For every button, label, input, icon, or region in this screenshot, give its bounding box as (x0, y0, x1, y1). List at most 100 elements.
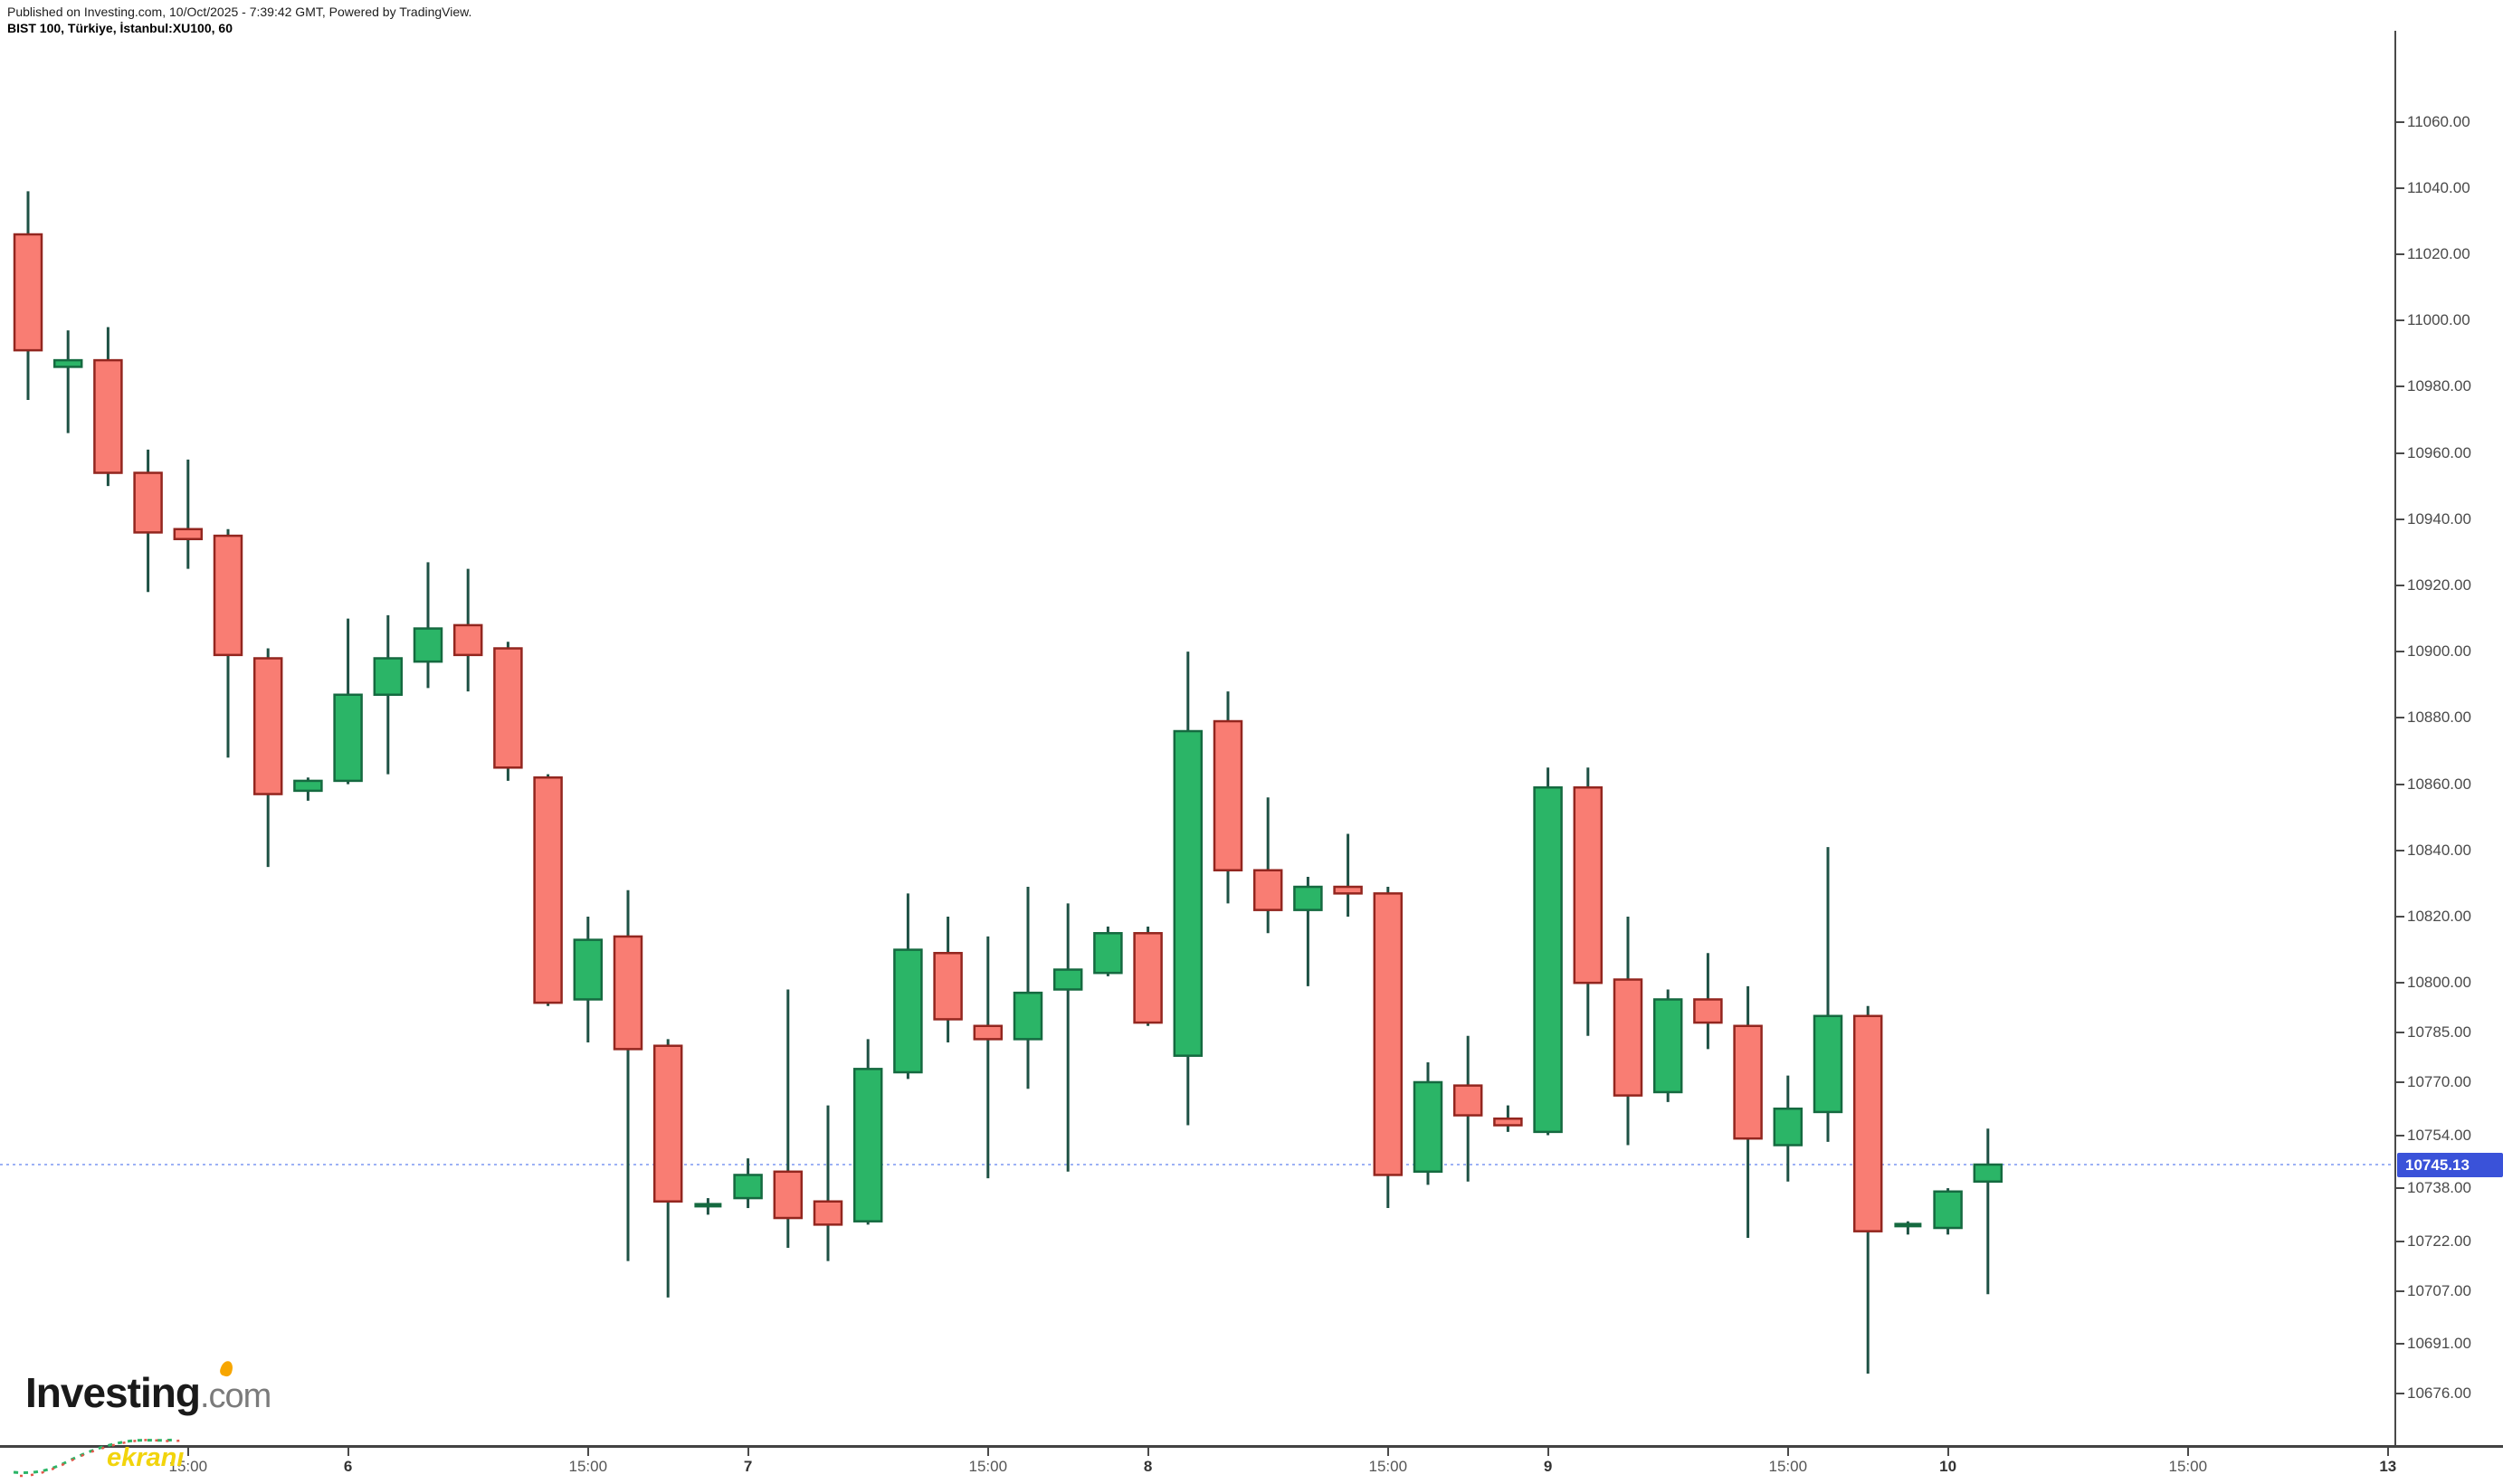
candle-down (1852, 1005, 1883, 1375)
price-tick (2396, 1393, 2404, 1395)
watermark: ekranı (9, 1434, 244, 1484)
price-tick (2396, 1134, 2404, 1137)
logo-tld: .com (199, 1377, 271, 1415)
price-tick-label: 10800.00 (2407, 974, 2471, 992)
candle-up (1173, 652, 1204, 1126)
candle-down (1213, 691, 1243, 904)
candle-down (1693, 953, 1723, 1050)
price-tick (2396, 1289, 2404, 1292)
price-tick-label: 11060.00 (2407, 112, 2470, 130)
time-hour-label: 15:00 (568, 1458, 608, 1475)
price-tick (2396, 915, 2404, 918)
price-tick-label: 10691.00 (2407, 1335, 2471, 1353)
price-tick (2396, 186, 2404, 189)
logo-wordmark: Investing (25, 1369, 201, 1416)
time-tick (2386, 1448, 2389, 1456)
candle-up (1533, 767, 1563, 1136)
candle-down (133, 449, 163, 593)
candle-up (1293, 877, 1323, 986)
candle-down (1493, 1105, 1523, 1132)
time-tick (1386, 1448, 1389, 1456)
candle-up (573, 916, 604, 1043)
price-tick-label: 10900.00 (2407, 642, 2471, 661)
price-tick (2396, 452, 2404, 454)
price-tick-label: 10860.00 (2407, 775, 2471, 793)
candle-up (1052, 903, 1083, 1172)
price-tick-label: 10840.00 (2407, 841, 2471, 859)
candle-down (1133, 926, 1163, 1026)
candle-down (213, 528, 243, 758)
candle-down (1573, 767, 1604, 1036)
time-day-label: 6 (343, 1458, 353, 1475)
time-tick (1946, 1448, 1949, 1456)
time-tick (747, 1448, 749, 1456)
price-tick (2396, 120, 2404, 123)
time-hour-label: 15:00 (168, 1458, 208, 1475)
candle-up (694, 1198, 722, 1215)
candle-up (1813, 847, 1843, 1142)
candle-up (1652, 989, 1683, 1102)
price-tick (2396, 1240, 2404, 1242)
candle-up (1013, 887, 1043, 1089)
time-tick (986, 1448, 989, 1456)
candle-down (1613, 916, 1643, 1146)
time-day-label: 9 (1543, 1458, 1553, 1475)
time-axis[interactable]: 15:00 6 15:00 7 15:00 8 15:00 9 15:00 10 15:00 13 (0, 1448, 2503, 1484)
time-tick (1786, 1448, 1789, 1456)
price-tick (2396, 783, 2404, 785)
price-tick (2396, 651, 2404, 653)
candle-down (773, 989, 804, 1248)
price-tick (2396, 1187, 2404, 1190)
price-tick-label: 10980.00 (2407, 377, 2471, 395)
price-tick (2396, 1343, 2404, 1346)
candle-down (93, 327, 123, 487)
price-tick-label: 11040.00 (2407, 178, 2470, 196)
candle-down (1333, 833, 1363, 917)
candle-down (252, 648, 283, 868)
candle-up (1773, 1075, 1803, 1182)
candle-up (1973, 1128, 2003, 1295)
price-tick-label: 11000.00 (2407, 311, 2470, 329)
time-tick (186, 1448, 189, 1456)
price-tick (2396, 252, 2404, 255)
price-tick-label: 10722.00 (2407, 1232, 2471, 1250)
price-tick-label: 10770.00 (2407, 1072, 2471, 1090)
price-tick-label: 10820.00 (2407, 907, 2471, 925)
candle-up (293, 777, 323, 801)
price-tick (2396, 1080, 2404, 1083)
candle-down (1252, 797, 1283, 934)
candle-down (652, 1039, 683, 1298)
candle-down (13, 191, 43, 401)
candle-down (813, 1105, 843, 1261)
price-tick (2396, 385, 2404, 388)
time-day-label: 10 (1939, 1458, 1957, 1475)
candle-up (1413, 1062, 1443, 1185)
price-tick (2396, 717, 2404, 719)
candle-down (613, 889, 643, 1261)
price-tick-label: 10754.00 (2407, 1126, 2471, 1144)
candle-up (52, 330, 83, 433)
watermark-text: ekranı (107, 1443, 185, 1472)
candle-up (1894, 1221, 1922, 1235)
candle-down (452, 568, 483, 692)
candle-up (893, 893, 923, 1080)
candle-up (852, 1039, 883, 1225)
price-tick (2396, 982, 2404, 985)
time-tick (347, 1448, 349, 1456)
time-tick (1547, 1448, 1549, 1456)
price-axis[interactable]: 11060.00 11040.00 11020.00 11000.00 10980.00… (2394, 0, 2503, 1445)
candle-down (1373, 887, 1404, 1209)
candle-up (333, 618, 363, 785)
time-hour-label: 15:00 (2168, 1458, 2208, 1475)
time-tick (1147, 1448, 1149, 1456)
symbol-info: BIST 100, Türkiye, İstanbul:XU100, 60 (7, 21, 233, 35)
candle-down (533, 774, 563, 1006)
price-tick-label: 10738.00 (2407, 1179, 2471, 1197)
time-day-label: 8 (1143, 1458, 1153, 1475)
watermark-sparkline-icon (13, 1438, 182, 1478)
time-axis-line (0, 1445, 2503, 1448)
candle-up (1093, 926, 1123, 976)
candle-up (373, 614, 404, 775)
publish-info: Published on Investing.com, 10/Oct/2025 … (7, 5, 472, 19)
